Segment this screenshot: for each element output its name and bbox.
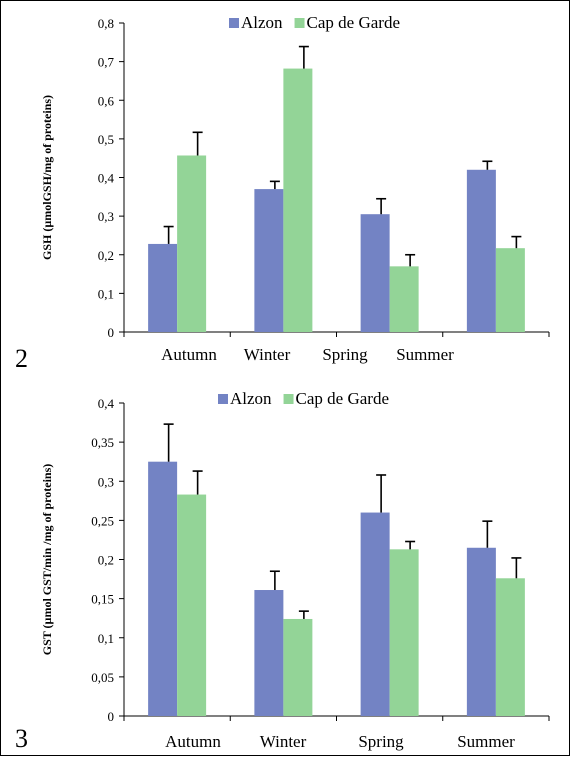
legend-label: Alzon — [230, 389, 272, 408]
y-tick-label: 0,2 — [98, 553, 114, 568]
y-tick-label: 0,35 — [91, 435, 114, 450]
y-tick-label: 0,2 — [98, 248, 114, 263]
y-tick-label: 0,4 — [98, 171, 115, 186]
bar-cap-de-garde-spring — [389, 549, 419, 716]
y-tick-label: 0,3 — [98, 209, 114, 224]
y-tick-label: 0,3 — [98, 474, 114, 489]
category-label: Spring — [358, 732, 404, 751]
legend-swatch — [229, 18, 239, 28]
y-tick-label: 0,1 — [98, 631, 114, 646]
gsh-bar-chart: 0 0,1 0,2 0,3 0,4 0,5 0,6 0,7 0,8 Autumn Winter Spr… — [15, 13, 550, 373]
bar-alzon-spring — [360, 214, 390, 332]
bar-alzon-spring — [360, 512, 390, 716]
y-tick-label: 0,8 — [98, 16, 114, 31]
bar-alzon-autumn — [148, 243, 178, 332]
bar-cap-de-garde-winter — [283, 618, 313, 716]
y-tick-label: 0,4 — [98, 396, 115, 411]
category-label: Winter — [244, 345, 291, 364]
bar-alzon-winter — [254, 590, 284, 716]
y-axis-label: GSH (µmolGSH/mg of proteins) — [40, 95, 54, 260]
y-tick-label: 0,7 — [98, 55, 115, 70]
chart-panel-gsh: 0 0,1 0,2 0,3 0,4 0,5 0,6 0,7 0,8 Autumn Winter Spr… — [1, 1, 571, 373]
y-tick-label: 0,25 — [91, 513, 114, 528]
y-tick-label: 0,6 — [98, 93, 115, 108]
legend-swatch — [294, 18, 305, 28]
y-tick-label: 0,05 — [91, 670, 114, 685]
bar-alzon-winter — [254, 189, 284, 332]
y-tick-label: 0 — [108, 709, 115, 724]
bar-cap-de-garde-spring — [389, 266, 419, 332]
y-axis-label: GST (µmol GST/min /mg of proteins) — [40, 464, 54, 656]
category-label: Spring — [322, 345, 368, 364]
bar-cap-de-garde-summer — [495, 578, 525, 716]
legend-label: Alzon — [241, 13, 283, 32]
y-tick-label: 0,1 — [98, 286, 114, 301]
chart-panel-gst: 0 0,05 0,1 0,15 0,2 0,25 0,3 0,35 0,4 Autumn Winte… — [1, 379, 571, 757]
panel-number: 3 — [15, 724, 28, 753]
legend-label: Cap de Garde — [307, 13, 400, 32]
category-label: Autumn — [165, 732, 221, 751]
legend-swatch — [283, 394, 294, 404]
y-tick-label: 0,15 — [91, 592, 114, 607]
bar-cap-de-garde-summer — [495, 248, 525, 332]
legend-swatch — [218, 394, 228, 404]
category-label: Summer — [457, 732, 515, 751]
y-tick-label: 0,5 — [98, 132, 114, 147]
panel-number: 2 — [15, 344, 28, 373]
bar-cap-de-garde-autumn — [177, 155, 207, 332]
legend-label: Cap de Garde — [296, 389, 389, 408]
bar-cap-de-garde-winter — [283, 68, 313, 332]
gst-bar-chart: 0 0,05 0,1 0,15 0,2 0,25 0,3 0,35 0,4 Autumn Winte… — [15, 389, 550, 753]
bar-alzon-summer — [466, 547, 496, 716]
bar-cap-de-garde-autumn — [177, 494, 207, 716]
category-label: Winter — [260, 732, 307, 751]
category-label: Autumn — [161, 345, 217, 364]
category-label: Summer — [396, 345, 454, 364]
bar-alzon-summer — [466, 169, 496, 332]
bar-alzon-autumn — [148, 461, 178, 716]
y-tick-label: 0 — [108, 325, 115, 340]
